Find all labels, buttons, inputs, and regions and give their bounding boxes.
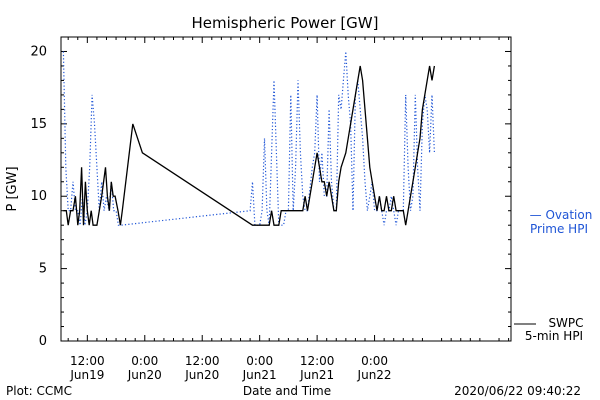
legend-swpc-line2: 5-min HPI bbox=[525, 329, 583, 343]
x-tick-time-label: 0:00 bbox=[361, 354, 388, 368]
series-layer bbox=[62, 51, 436, 226]
y-tick-label: 0 bbox=[39, 334, 47, 349]
legend-ovation-line1: — Ovation bbox=[530, 208, 593, 222]
y-tick-label: 20 bbox=[30, 44, 47, 59]
x-tick-date-label: Jun19 bbox=[69, 368, 104, 382]
x-axis-label: Date and Time bbox=[243, 384, 331, 398]
x-tick-date-label: Jun22 bbox=[357, 368, 392, 382]
plot-timestamp: 2020/06/22 09:40:22 bbox=[454, 384, 581, 398]
x-tick-time-label: 12:00 bbox=[300, 354, 335, 368]
x-tick-time-label: 12:00 bbox=[70, 354, 105, 368]
x-tick-date-label: Jun20 bbox=[127, 368, 162, 382]
y-axis: 0 5 10 15 20 bbox=[30, 36, 511, 349]
legend-ovation-line2: Prime HPI bbox=[530, 222, 588, 236]
plot-frame bbox=[60, 36, 512, 342]
y-tick-label: 5 bbox=[39, 262, 47, 277]
x-tick-time-label: 0:00 bbox=[131, 354, 158, 368]
legend-swpc-line1: SWPC bbox=[548, 316, 583, 330]
x-tick-time-label: 12:00 bbox=[185, 354, 220, 368]
x-tick-date-label: Jun21 bbox=[242, 368, 277, 382]
series-line-swpc bbox=[63, 65, 436, 226]
y-tick-label: 15 bbox=[30, 117, 47, 132]
x-tick-date-label: Jun20 bbox=[184, 368, 219, 382]
chart-title: Hemispheric Power [GW] bbox=[192, 14, 379, 32]
x-tick-time-label: 0:00 bbox=[246, 354, 273, 368]
y-tick-label: 10 bbox=[30, 189, 47, 204]
y-axis-label: P [GW] bbox=[5, 166, 20, 211]
plot-credit: Plot: CCMC bbox=[6, 384, 72, 398]
x-tick-date-label: Jun21 bbox=[299, 368, 334, 382]
x-axis: 12:00Jun190:00Jun2012:00Jun200:00Jun2112… bbox=[67, 37, 510, 382]
